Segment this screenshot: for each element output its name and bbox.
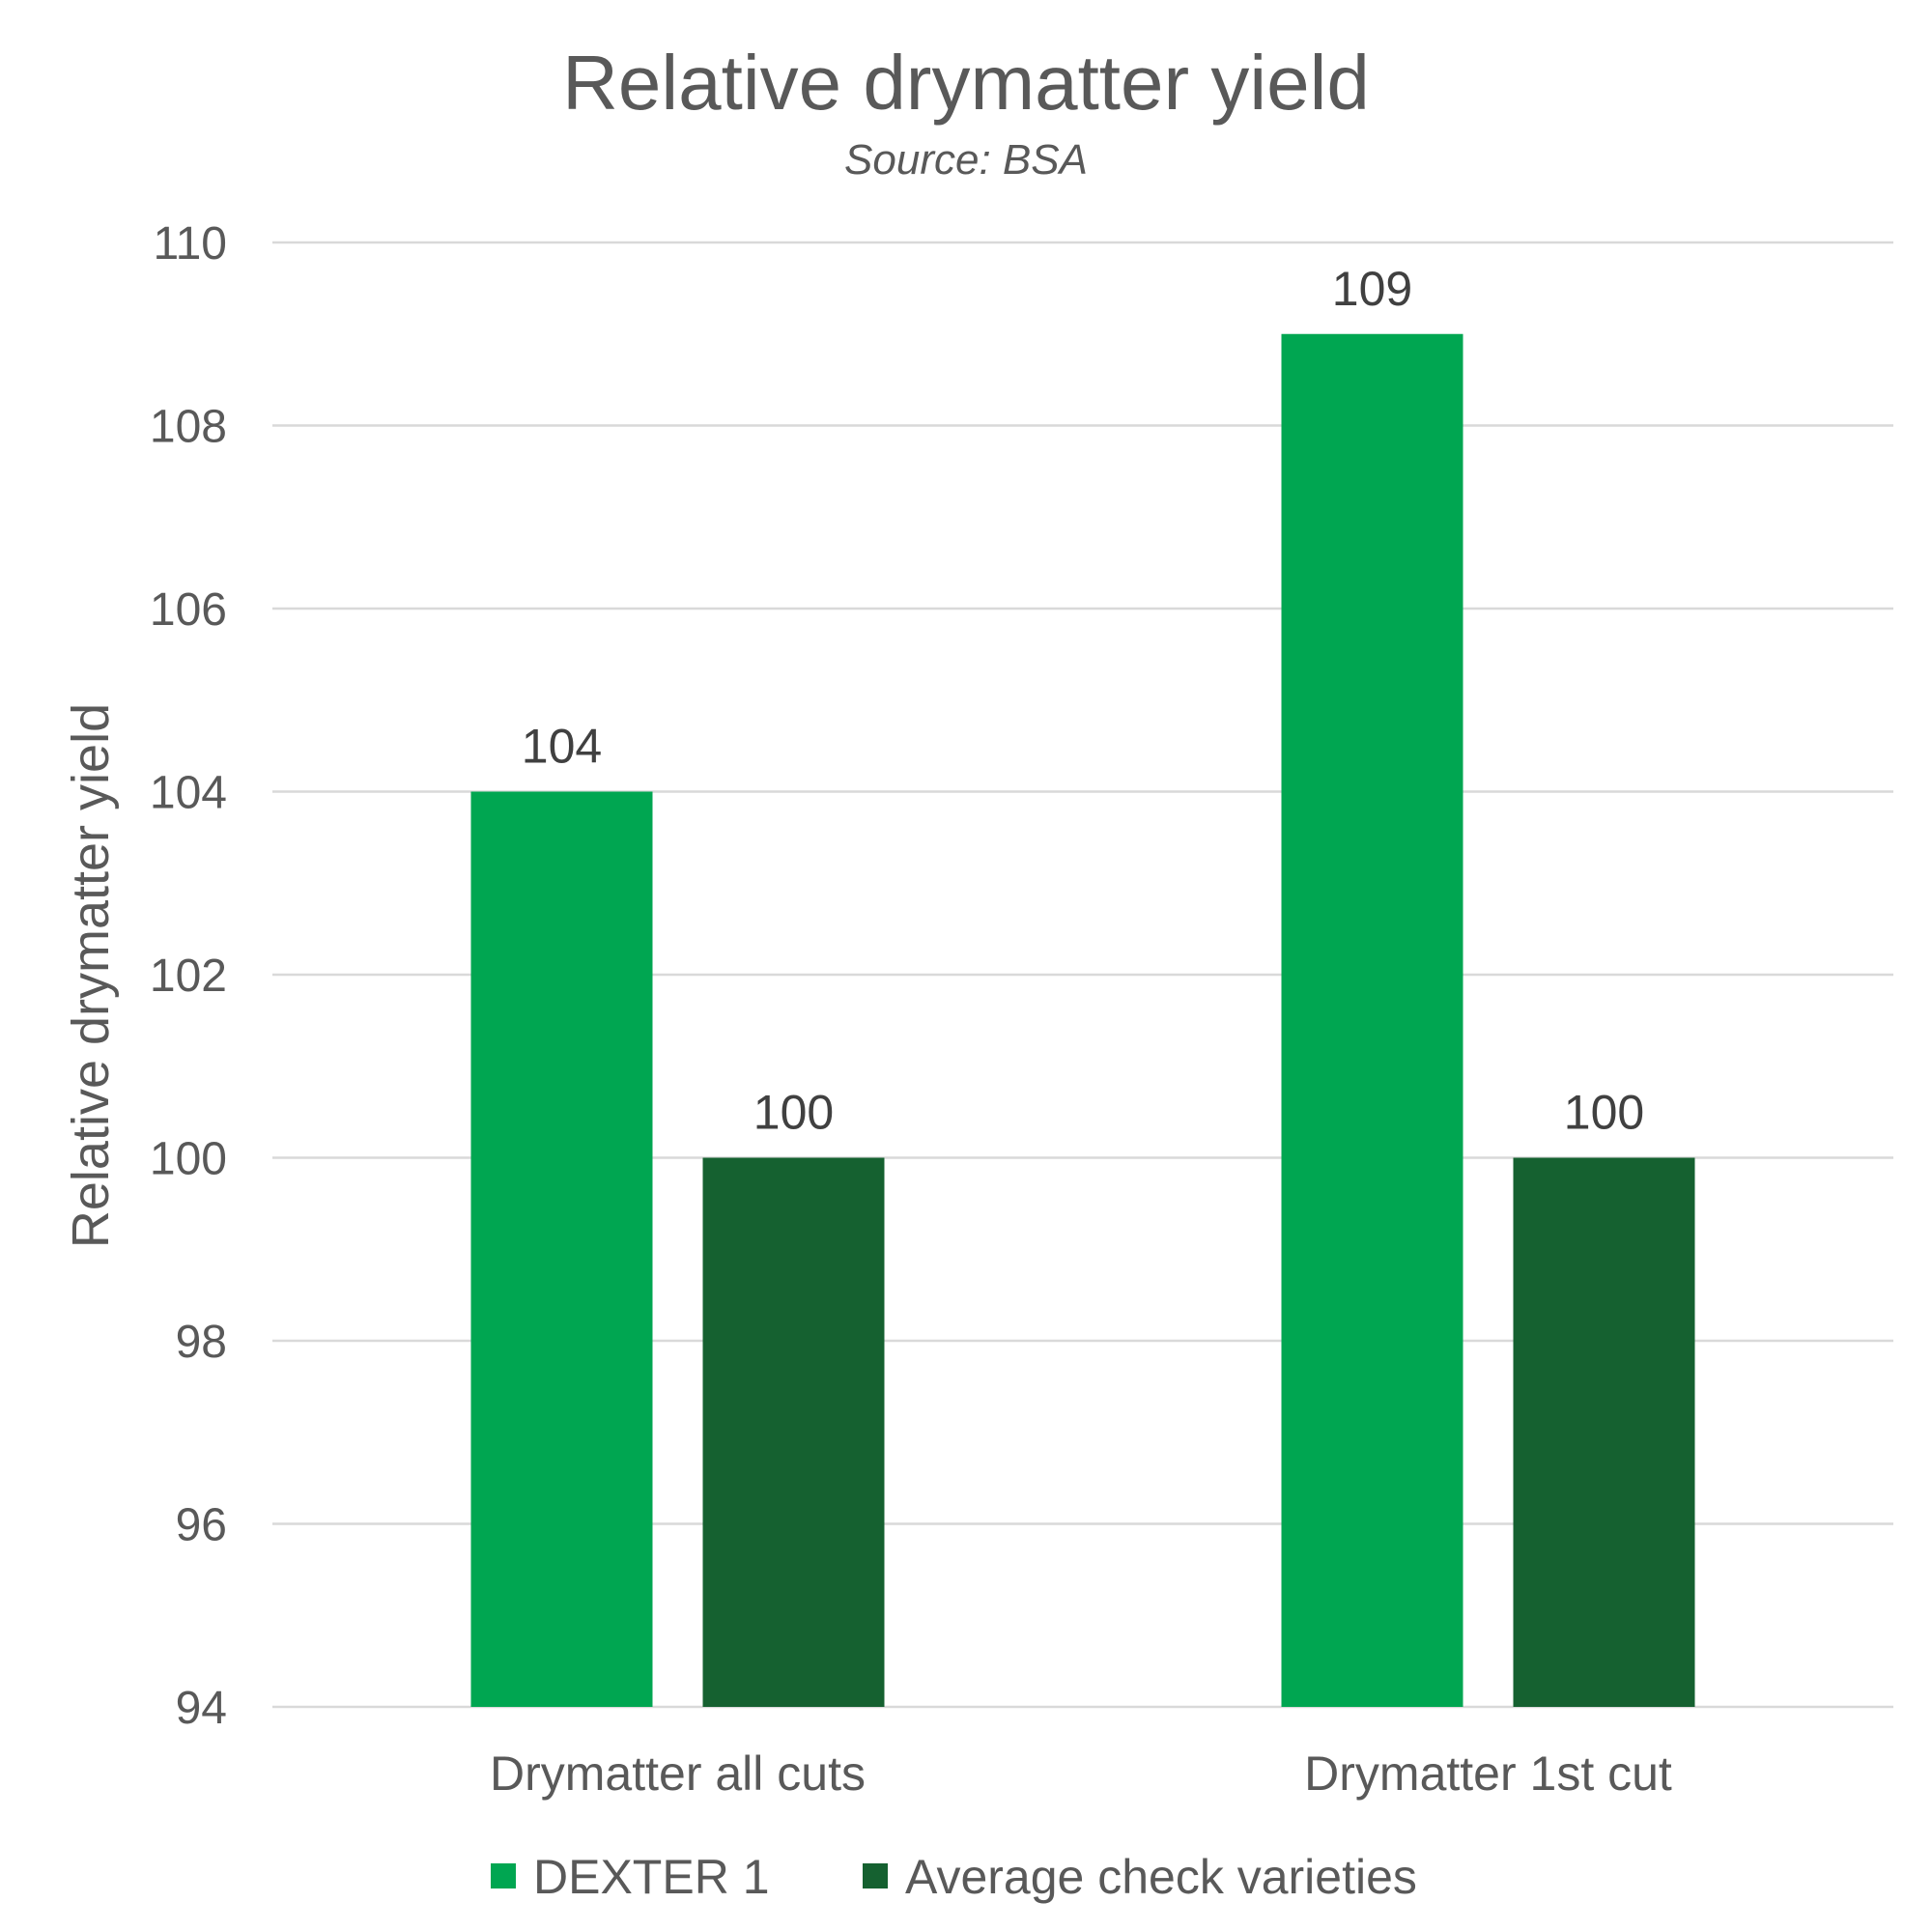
- y-tick-label: 100: [150, 1134, 227, 1185]
- legend-swatch: [491, 1863, 516, 1888]
- y-tick-label: 106: [150, 584, 227, 636]
- legend-label: Average check varieties: [905, 1850, 1417, 1904]
- x-category-label: Drymatter all cuts: [490, 1746, 866, 1801]
- data-label: 104: [522, 720, 602, 774]
- chart-subtitle: Source: BSA: [844, 136, 1088, 184]
- y-tick-label: 110: [153, 218, 227, 270]
- y-tick-label: 102: [150, 951, 227, 1002]
- x-category-label: Drymatter 1st cut: [1304, 1746, 1672, 1801]
- legend: DEXTER 1 Average check varieties: [491, 1850, 1417, 1904]
- y-axis-ticks: 94 96 98 100 102 104 106 108 110: [150, 218, 227, 1734]
- y-tick-label: 98: [176, 1317, 227, 1368]
- bar-average-check-0: [703, 1158, 885, 1708]
- x-axis-categories: Drymatter all cuts Drymatter 1st cut: [490, 1746, 1672, 1801]
- bar-dexter-1-0: [471, 792, 653, 1708]
- y-tick-label: 94: [176, 1683, 227, 1734]
- data-label: 109: [1332, 262, 1412, 316]
- legend-swatch: [863, 1863, 888, 1888]
- bar-average-check-1: [1514, 1158, 1695, 1708]
- bars: [471, 334, 1695, 1707]
- legend-label: DEXTER 1: [533, 1850, 770, 1904]
- chart-title: Relative drymatter yield: [562, 40, 1370, 126]
- y-tick-label: 104: [150, 768, 227, 819]
- y-axis-label: Relative drymatter yield: [62, 703, 120, 1248]
- bar-dexter-1-1: [1282, 334, 1463, 1707]
- data-labels: 104 100 109 100: [522, 262, 1644, 1140]
- data-label: 100: [1564, 1086, 1644, 1140]
- data-label: 100: [753, 1086, 834, 1140]
- y-tick-label: 108: [150, 402, 227, 453]
- y-tick-label: 96: [176, 1500, 227, 1551]
